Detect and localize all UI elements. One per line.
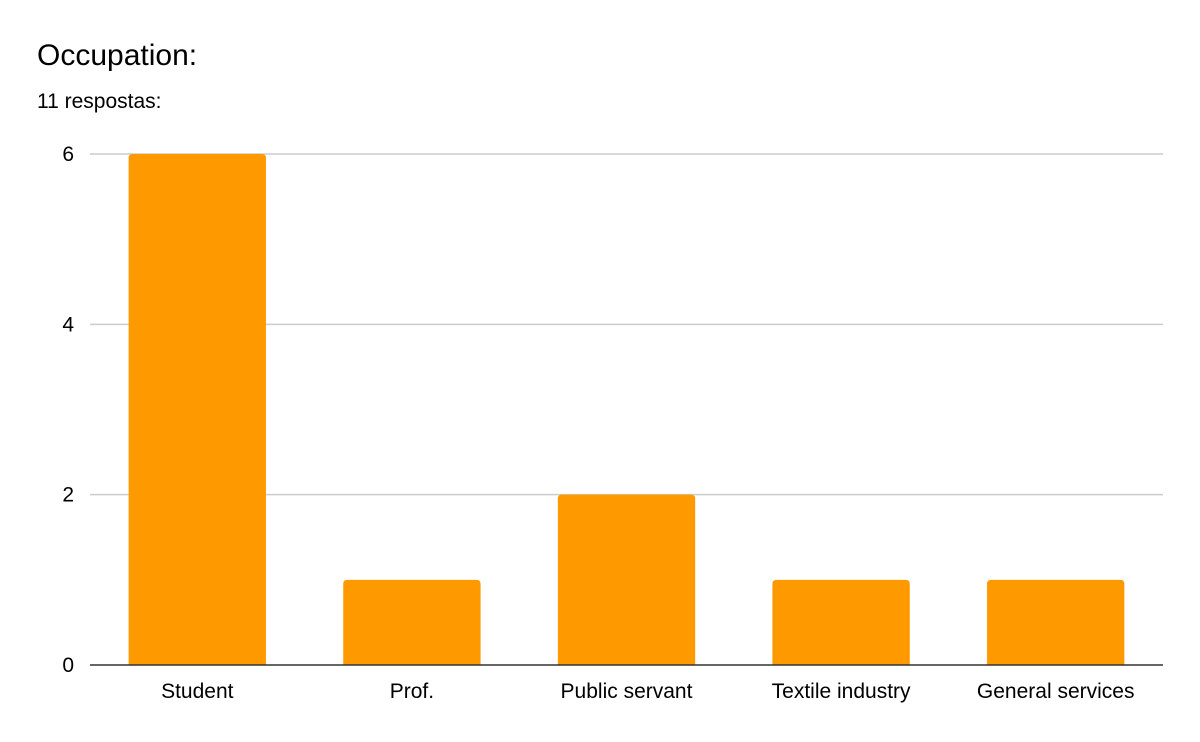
chart-title: Occupation: — [37, 39, 198, 72]
bar-student — [128, 154, 266, 665]
bar-prof — [343, 579, 481, 665]
y-tick-label: 0 — [62, 654, 74, 677]
x-tick-label: Prof. — [390, 680, 434, 703]
y-tick-labels: 0 2 4 6 — [62, 143, 74, 677]
x-tick-labels: Student Prof. Public servant Textile indust… — [161, 680, 1134, 703]
bars — [128, 154, 1125, 665]
x-tick-label: Textile industry — [772, 680, 911, 703]
y-tick-label: 2 — [62, 484, 74, 507]
bar-textile-industry — [772, 579, 910, 665]
y-tick-label: 6 — [62, 143, 74, 166]
bar-public-servant — [557, 494, 696, 665]
chart-subtitle: 11 respostas: — [37, 90, 162, 113]
x-tick-label: Student — [161, 680, 234, 703]
x-tick-label: Public servant — [561, 680, 693, 703]
bar-general-services — [987, 579, 1125, 665]
x-tick-label: General services — [977, 680, 1135, 703]
y-tick-label: 4 — [62, 313, 74, 336]
